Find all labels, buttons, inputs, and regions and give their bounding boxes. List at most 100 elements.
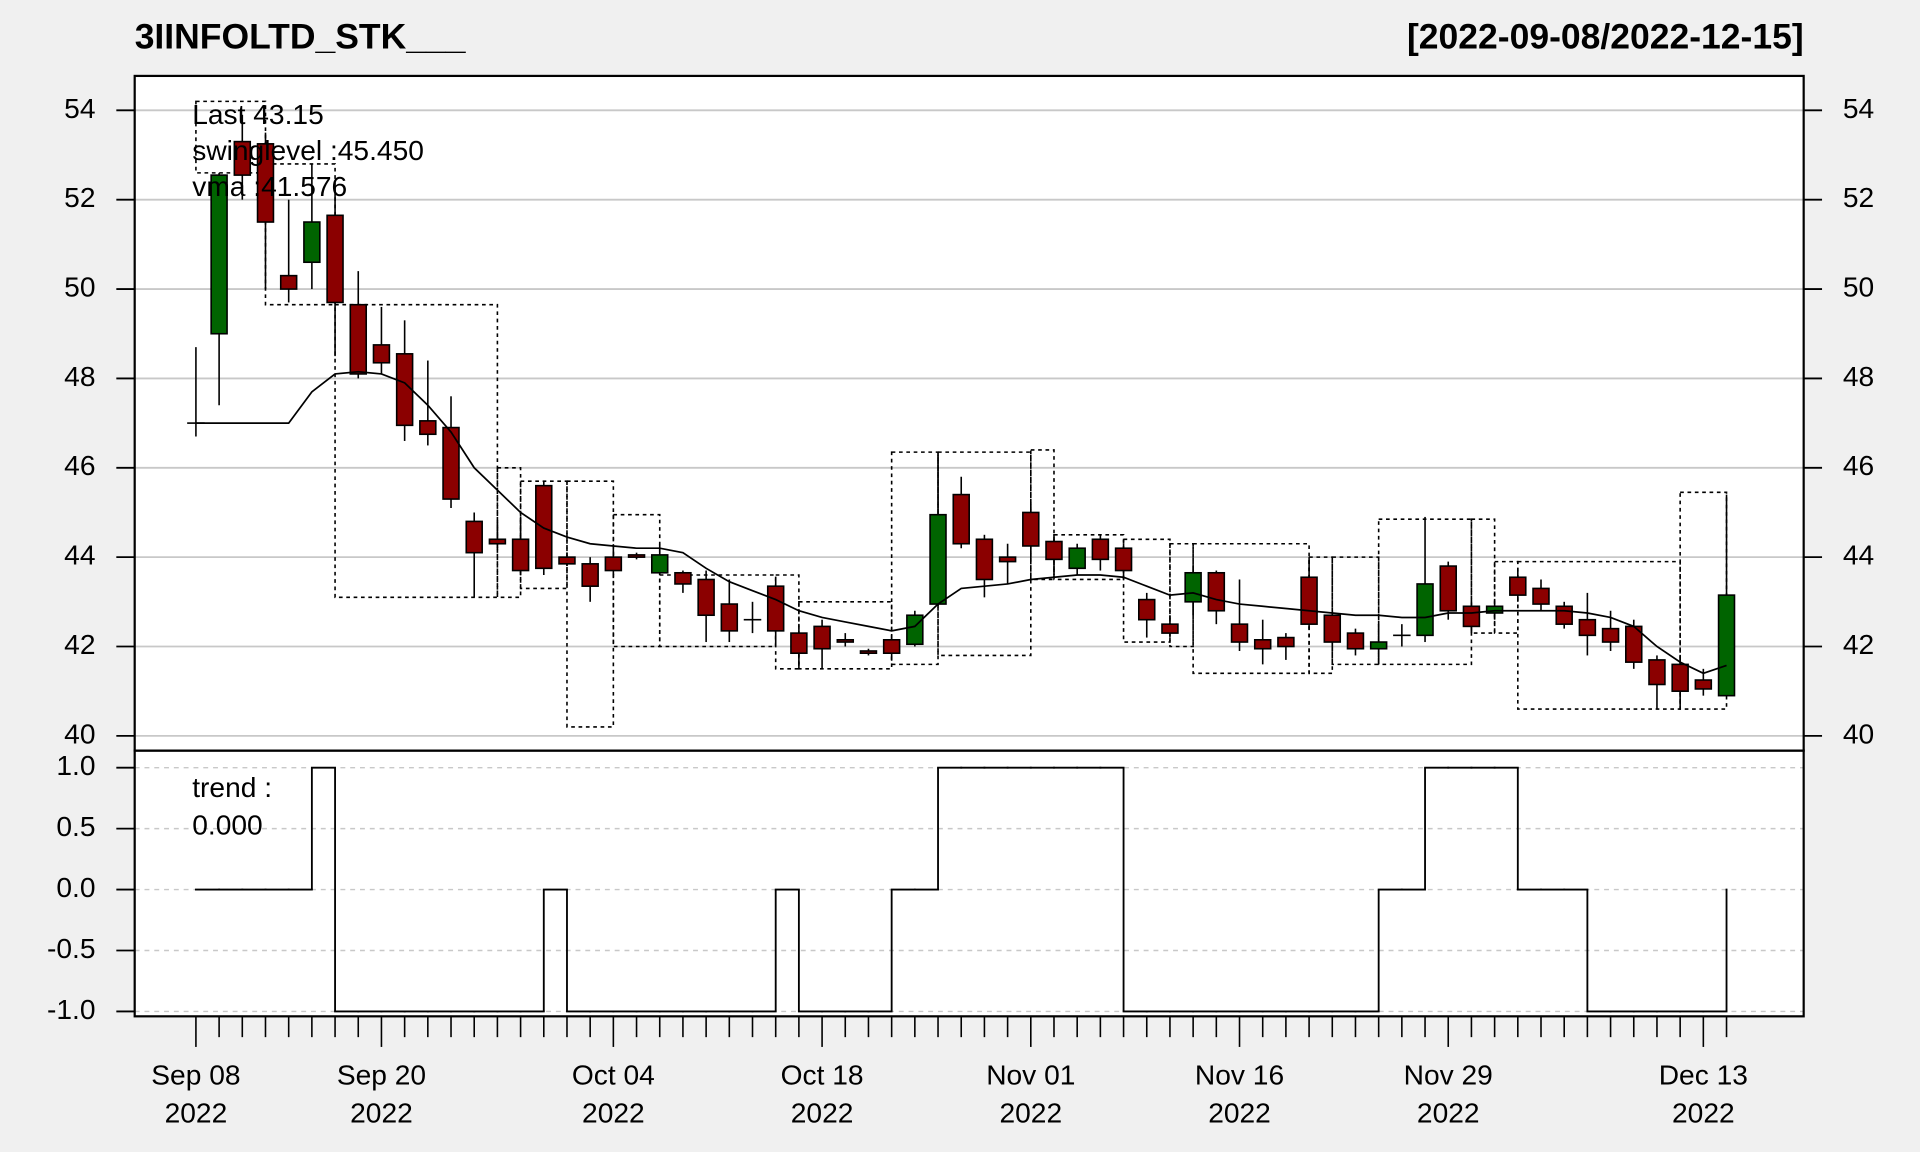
candle-body (1555, 605, 1573, 625)
candle-body (1694, 679, 1713, 690)
swing-box (1122, 538, 1171, 643)
candle-body (442, 426, 460, 500)
candle-body (975, 538, 994, 581)
candle-body (998, 556, 1017, 563)
x-tick-label: Nov 16 2022 (1195, 1060, 1284, 1129)
candle-body (766, 585, 785, 632)
candle-body (465, 520, 483, 554)
candle-body (581, 563, 599, 587)
candle-body (511, 538, 530, 572)
candle-body (279, 274, 298, 290)
annotation: vma :41.576 (192, 171, 347, 202)
candle-body (1161, 623, 1179, 634)
panel-border (133, 749, 1805, 1018)
y-tick-label: 48 (1843, 361, 1874, 392)
y-tick-label: 1.0 (56, 750, 95, 781)
candle-body (210, 174, 228, 335)
candle-body (303, 221, 321, 264)
y-tick-label: 52 (64, 182, 95, 213)
x-tick-label: Nov 29 2022 (1404, 1060, 1493, 1129)
candle-body (1717, 594, 1736, 697)
y-tick-label: 42 (64, 629, 95, 660)
chart-subtitle: [2022-09-08/2022-12-15] (1407, 17, 1804, 57)
candle-body (1601, 627, 1620, 643)
candle-body (697, 578, 715, 617)
swing-box (890, 451, 939, 666)
candle-body (349, 303, 368, 375)
candle-body (1300, 576, 1318, 625)
candle-body (1253, 639, 1272, 650)
candle-body (326, 214, 344, 304)
candle-body (1091, 538, 1110, 561)
candle-body (558, 556, 576, 565)
candle-body (1184, 571, 1202, 603)
candle-body (1578, 618, 1597, 637)
y-tick-label: 54 (64, 93, 95, 124)
candle-body (929, 513, 947, 605)
candle-body (906, 614, 924, 646)
candle-body (1439, 565, 1457, 612)
candle-body (256, 143, 275, 223)
candle-body (790, 632, 808, 655)
candle-body (1277, 636, 1295, 648)
y-tick-label: 46 (64, 450, 95, 481)
plot-background (134, 75, 1804, 1017)
swing-box (334, 303, 499, 599)
candle-body (1648, 659, 1666, 686)
candle-body (419, 420, 437, 436)
swing-box (1331, 556, 1380, 666)
x-tick-label: Dec 13 2022 (1659, 1060, 1748, 1129)
candle-body (650, 554, 669, 574)
candle-body (1485, 605, 1504, 614)
vma-line (195, 370, 1727, 675)
annotation: trend : (192, 772, 272, 803)
swing-box (1470, 518, 1496, 634)
x-tick-label: Oct 18 2022 (781, 1060, 864, 1129)
y-tick-label: 44 (1843, 540, 1874, 571)
candle-body (952, 493, 970, 545)
candle-body (1532, 587, 1550, 605)
y-tick-label: -1.0 (47, 994, 96, 1025)
y-tick-label: 42 (1843, 629, 1874, 660)
y-tick-label: 52 (1843, 182, 1874, 213)
candle-body (535, 484, 553, 570)
y-tick-label: 46 (1843, 450, 1874, 481)
candle-body (882, 639, 901, 655)
x-tick-label: Sep 08 2022 (151, 1060, 240, 1129)
candle-body (1346, 632, 1365, 650)
swing-box (1030, 449, 1055, 581)
y-tick-label: 40 (1843, 718, 1874, 749)
candle-body (1230, 623, 1249, 643)
y-tick-label: 50 (1843, 271, 1874, 302)
candle-body (395, 353, 414, 427)
annotation: Last 43.15 (192, 99, 324, 130)
y-tick-label: 0.0 (56, 872, 95, 903)
candle-body (1137, 598, 1156, 621)
y-tick-label: 0.5 (56, 811, 95, 842)
candle-body (627, 554, 646, 558)
candle-body (1462, 605, 1481, 628)
y-tick-label: 40 (64, 718, 95, 749)
y-tick-label: 54 (1843, 93, 1874, 124)
candle-body (1022, 511, 1040, 547)
x-tick-label: Oct 04 2022 (572, 1060, 655, 1129)
x-tick-label: Nov 01 2022 (986, 1060, 1075, 1129)
candle-body (859, 650, 878, 655)
candle-body (1207, 571, 1226, 612)
candle-body (1671, 663, 1689, 692)
candle-body (1114, 547, 1133, 572)
candle-body (1369, 641, 1388, 650)
candle-body (1323, 614, 1342, 643)
candle-body (674, 571, 692, 585)
candle-body (1416, 583, 1434, 637)
annotation: swinglevel :45.450 (192, 135, 424, 166)
y-tick-label: 44 (64, 540, 95, 571)
swing-box (496, 466, 522, 599)
candle-body (488, 538, 507, 545)
y-tick-label: -0.5 (47, 933, 96, 964)
swing-box (658, 574, 777, 648)
candle-body (720, 603, 739, 632)
candle-body (1045, 540, 1063, 561)
